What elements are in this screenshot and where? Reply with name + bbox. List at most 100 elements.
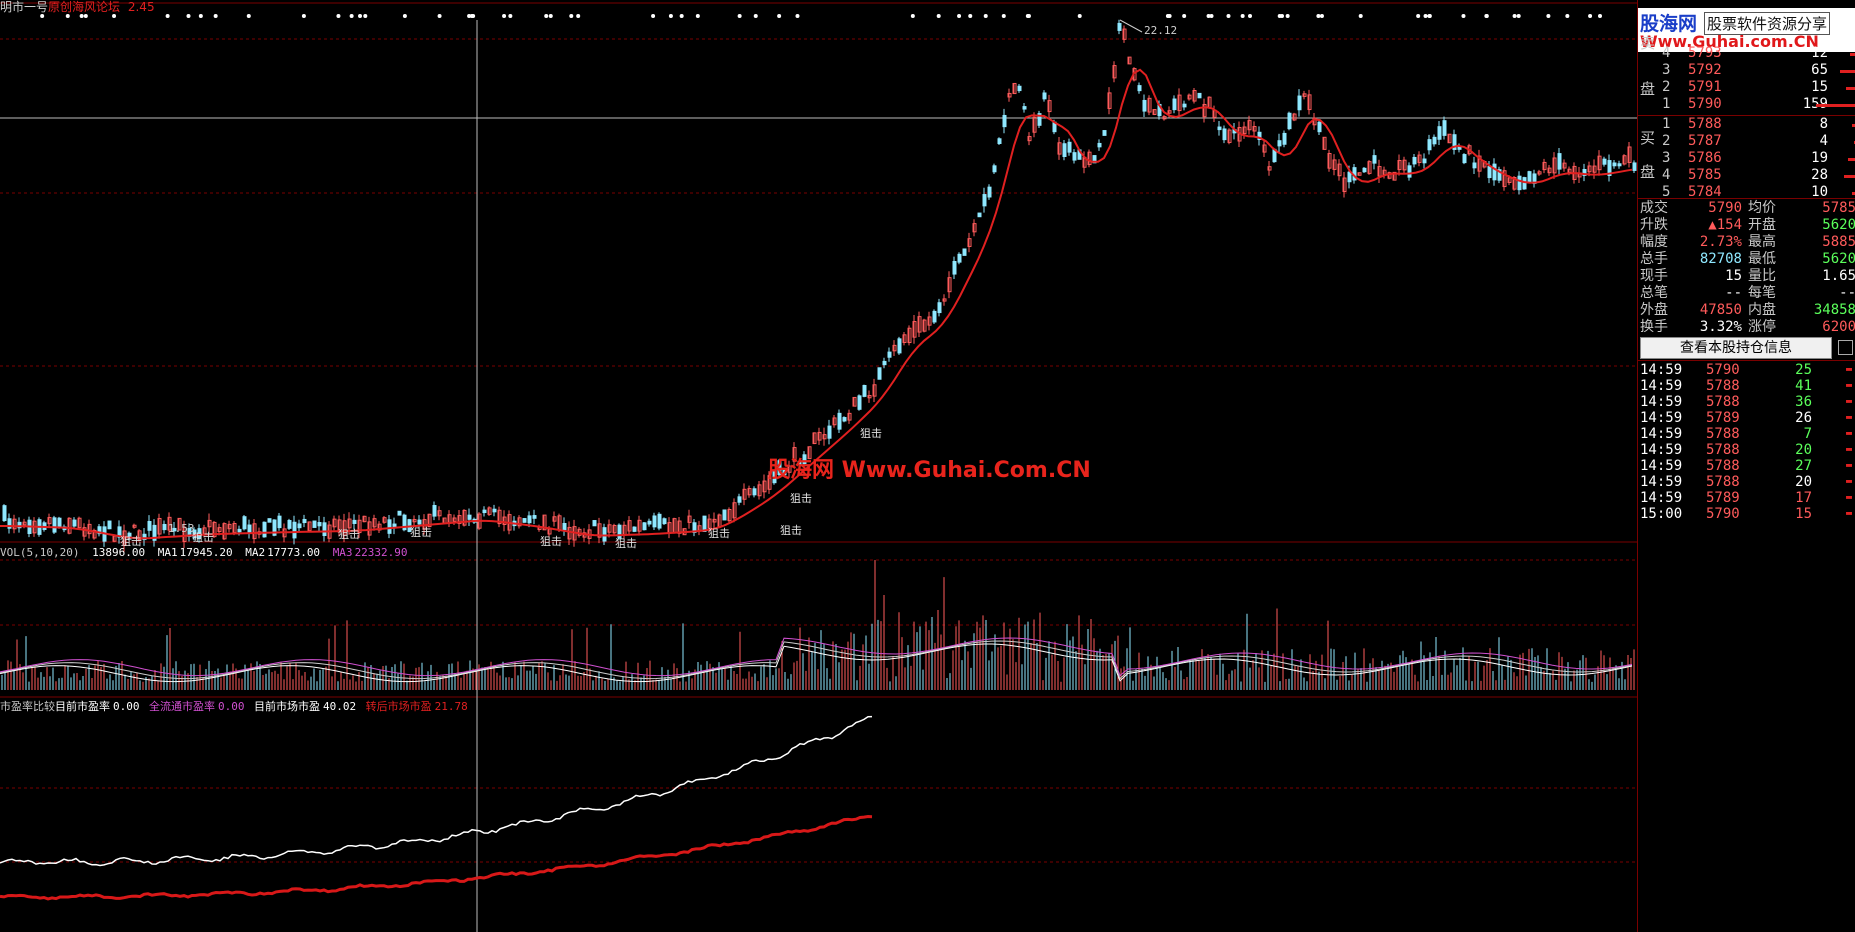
tick-row[interactable]: 15:00 5790 15 ▬ xyxy=(1640,506,1854,522)
book-level: 3 xyxy=(1662,62,1671,78)
candlestick xyxy=(1327,153,1332,169)
site-logo[interactable]: 股海网 股票软件资源分享 Www.Guhai.com.CN xyxy=(1638,8,1855,52)
candlestick xyxy=(1527,171,1532,183)
candlestick xyxy=(362,515,367,523)
candlestick xyxy=(827,425,832,439)
signal-marker: 狙击 xyxy=(540,535,562,548)
holdings-button[interactable]: 查看本股持仓信息 xyxy=(1640,337,1832,359)
book-price: 5791 xyxy=(1688,79,1722,95)
candlestick xyxy=(687,515,692,523)
candlestick xyxy=(162,523,167,531)
book-row[interactable]: 3 5792 65 xyxy=(1660,62,1855,79)
stat-key: 升跌 xyxy=(1640,217,1668,233)
stat-value: 5620 xyxy=(1822,251,1855,267)
book-row[interactable]: 5 5784 10 xyxy=(1660,184,1855,201)
book-price: 5792 xyxy=(1688,62,1722,78)
book-level: 4 xyxy=(1662,167,1671,183)
candlestick xyxy=(452,517,457,522)
book-divider xyxy=(1638,115,1855,116)
kline-chart[interactable] xyxy=(0,0,1637,932)
candlestick xyxy=(497,509,502,525)
book-row[interactable]: 2 5791 15 xyxy=(1660,79,1855,96)
signal-marker: 狙击 xyxy=(615,537,637,550)
peak-price-label: 22.12 xyxy=(1144,24,1178,37)
candlestick xyxy=(1267,166,1272,171)
candlestick xyxy=(1322,136,1327,150)
stat-row: 现手 15 量比 1.65 xyxy=(1640,268,1855,285)
chart-area[interactable]: 明市一号原创海风论坛 2.45 22.12 1.53 狙击 狙击 狙击 狙击 狙击 狙击狙… xyxy=(0,0,1637,932)
book-row[interactable]: 3 5786 19 xyxy=(1660,150,1855,167)
signal-dot xyxy=(1026,14,1031,18)
candlestick xyxy=(352,519,357,524)
tick-arrow-icon: ▬ xyxy=(1845,428,1852,439)
candlestick xyxy=(122,530,127,546)
candlestick xyxy=(1497,169,1502,181)
stat-key: 幅度 xyxy=(1640,234,1668,250)
candlestick xyxy=(562,523,567,531)
book-row[interactable]: 2 5787 4 xyxy=(1660,133,1855,150)
candlestick xyxy=(1522,177,1527,190)
candlestick xyxy=(1277,140,1282,147)
tick-row[interactable]: 14:59 5788 7 ▬ xyxy=(1640,426,1854,442)
book-row[interactable]: 1 5788 8 xyxy=(1660,116,1855,133)
book-row[interactable]: 4 5793 12 xyxy=(1660,45,1855,62)
book-level: 1 xyxy=(1662,116,1671,132)
tick-time: 14:59 xyxy=(1640,426,1683,442)
quote-panel: 股海网 股票软件资源分享 Www.Guhai.com.CN 卖 盘 4 5793 1… xyxy=(1637,0,1855,932)
signal-dot xyxy=(508,14,513,18)
tick-price: 5788 xyxy=(1706,442,1740,458)
candlestick xyxy=(732,502,737,519)
candlestick xyxy=(1127,56,1132,65)
candlestick xyxy=(597,523,602,538)
candlestick xyxy=(1137,85,1142,92)
signal-dot xyxy=(469,14,474,18)
tick-row[interactable]: 14:59 5788 27 ▬ xyxy=(1640,458,1854,474)
tick-row[interactable]: 14:59 5788 20 ▬ xyxy=(1640,474,1854,490)
tick-arrow-icon: ▬ xyxy=(1845,508,1852,519)
candlestick xyxy=(857,395,862,410)
candlestick xyxy=(172,527,177,532)
candlestick xyxy=(1202,103,1207,118)
signal-dot xyxy=(1182,14,1187,18)
candlestick xyxy=(217,527,222,533)
candlestick xyxy=(1437,126,1442,140)
candlestick xyxy=(967,238,972,247)
tick-row[interactable]: 14:59 5788 20 ▬ xyxy=(1640,442,1854,458)
signal-dot xyxy=(1512,14,1517,18)
candlestick xyxy=(527,515,532,524)
candlestick xyxy=(1147,97,1152,113)
candlestick xyxy=(152,524,157,541)
candlestick xyxy=(712,518,717,523)
tick-row[interactable]: 14:59 5789 17 ▬ xyxy=(1640,490,1854,506)
candlestick xyxy=(427,513,432,528)
tick-price: 5789 xyxy=(1706,490,1740,506)
book-volume-bar xyxy=(1840,70,1855,73)
signal-dot xyxy=(198,14,203,18)
book-volume: 15 xyxy=(1811,79,1828,95)
candlestick xyxy=(532,515,537,519)
tick-row[interactable]: 14:59 5790 25 ▬ xyxy=(1640,362,1854,378)
book-row[interactable]: 1 5790 159 xyxy=(1660,96,1855,113)
candlestick xyxy=(1487,166,1492,179)
candlestick xyxy=(1462,154,1467,164)
window-title-right: 原创海风论坛 xyxy=(48,0,121,14)
candlestick xyxy=(1002,114,1007,128)
tick-row[interactable]: 14:59 5788 41 ▬ xyxy=(1640,378,1854,394)
book-row[interactable]: 4 5785 28 xyxy=(1660,167,1855,184)
after-market-pe-line xyxy=(0,814,873,901)
candlestick xyxy=(1417,154,1422,163)
candlestick xyxy=(947,277,952,293)
signal-dot xyxy=(1565,14,1570,18)
holdings-checkbox[interactable] xyxy=(1838,340,1853,355)
stat-value: 5620 xyxy=(1822,217,1855,233)
candlestick xyxy=(1427,139,1432,151)
candlestick xyxy=(692,522,697,533)
candlestick xyxy=(157,517,162,535)
tick-row[interactable]: 14:59 5788 36 ▬ xyxy=(1640,394,1854,410)
candlestick xyxy=(922,319,927,332)
tick-row[interactable]: 14:59 5789 26 ▬ xyxy=(1640,410,1854,426)
candlestick xyxy=(1247,120,1252,131)
candlestick xyxy=(657,513,662,529)
buy-label-top: 买 xyxy=(1640,129,1656,147)
tick-time: 14:59 xyxy=(1640,458,1683,474)
